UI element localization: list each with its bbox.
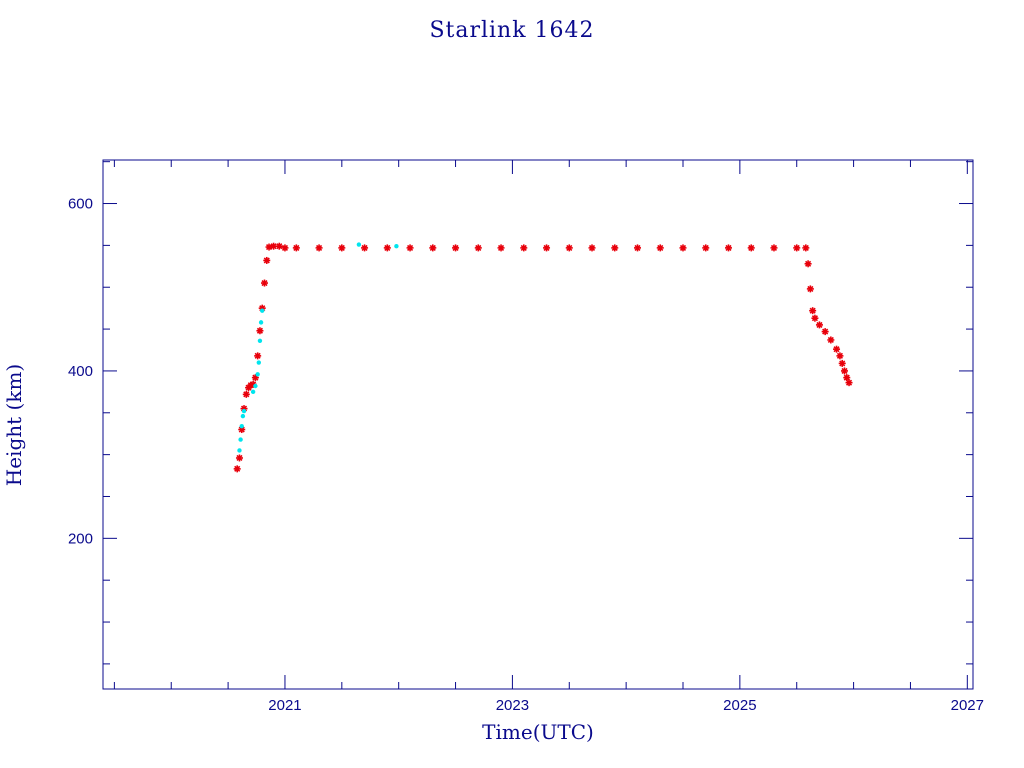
data-point	[256, 360, 262, 365]
data-point	[250, 389, 256, 395]
data-point	[242, 390, 250, 398]
data-point	[806, 285, 814, 293]
data-point	[251, 374, 259, 382]
data-point	[238, 426, 246, 434]
data-point	[809, 307, 817, 315]
data-point	[811, 314, 819, 322]
data-point	[315, 244, 323, 252]
data-point	[770, 244, 778, 252]
axes: 200 400 600 2021 2023 2025 2027	[68, 159, 984, 714]
data-point	[237, 448, 242, 453]
data-point	[565, 244, 573, 252]
data-point	[263, 256, 271, 264]
data-point	[747, 244, 755, 252]
data-point	[253, 383, 258, 389]
data-points	[233, 242, 853, 473]
chart-title: Starlink 1642	[429, 18, 594, 43]
data-point	[260, 279, 268, 287]
data-point	[361, 244, 369, 252]
data-point	[838, 359, 846, 367]
series-2	[237, 242, 399, 453]
data-point	[543, 244, 551, 252]
data-point	[520, 244, 528, 252]
data-point	[275, 242, 283, 250]
data-point	[383, 244, 391, 252]
data-point	[260, 308, 265, 313]
data-point	[497, 244, 505, 252]
data-point	[292, 244, 300, 252]
x-tick-label: 2025	[723, 697, 756, 714]
data-point	[241, 408, 247, 414]
data-point	[452, 244, 460, 252]
y-axis-label: Height (km)	[2, 364, 26, 486]
series-1	[233, 242, 853, 473]
data-point	[474, 244, 482, 252]
data-point	[679, 244, 687, 252]
y-tick-label: 200	[68, 530, 93, 547]
data-point	[233, 465, 241, 473]
data-point	[406, 244, 414, 252]
data-point	[634, 244, 642, 252]
data-point	[238, 437, 243, 442]
data-point	[656, 244, 664, 252]
x-tick-label: 2021	[268, 697, 301, 714]
data-point	[833, 345, 841, 353]
data-point	[845, 379, 853, 387]
data-point	[281, 244, 289, 252]
data-point	[827, 336, 835, 344]
data-point	[836, 352, 844, 360]
data-point	[239, 423, 244, 429]
data-point	[815, 321, 823, 329]
x-axis-label: Time(UTC)	[482, 720, 594, 744]
data-point	[802, 244, 810, 252]
y-tick-label: 400	[68, 363, 93, 380]
data-point	[338, 244, 346, 252]
data-point	[588, 244, 596, 252]
data-point	[394, 244, 399, 249]
data-point	[256, 327, 264, 335]
data-point	[235, 454, 243, 462]
data-point	[257, 338, 263, 343]
data-point	[258, 320, 264, 325]
data-point	[804, 260, 812, 268]
data-point	[429, 244, 437, 252]
data-point	[611, 244, 619, 252]
data-point	[793, 244, 801, 252]
data-point	[356, 242, 362, 247]
x-tick-label: 2023	[496, 697, 529, 714]
data-point	[702, 244, 710, 252]
y-tick-label: 600	[68, 196, 93, 213]
x-tick-label: 2027	[951, 697, 984, 714]
data-point	[821, 328, 829, 336]
data-point	[724, 244, 732, 252]
data-point	[254, 352, 262, 360]
data-point	[255, 372, 260, 377]
data-point	[840, 367, 848, 375]
data-point	[240, 413, 246, 419]
plot-frame	[102, 159, 974, 690]
data-point	[265, 243, 273, 251]
